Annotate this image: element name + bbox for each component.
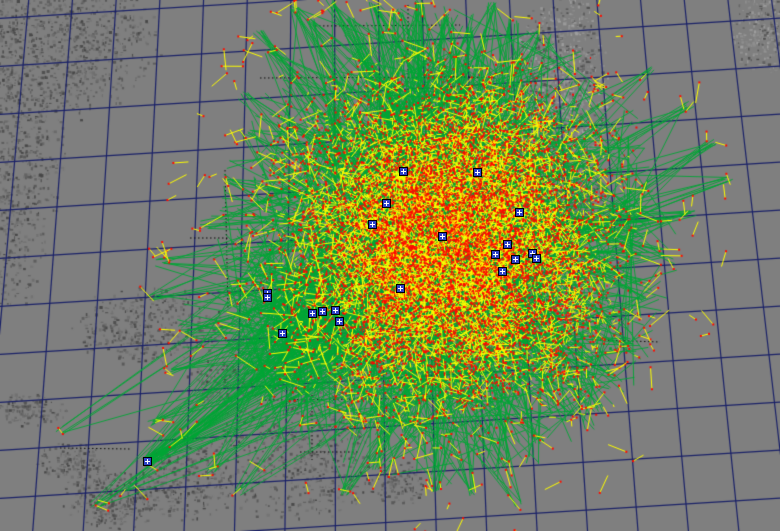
map-viewport [0,0,780,531]
seismicity-map-canvas [0,0,780,531]
